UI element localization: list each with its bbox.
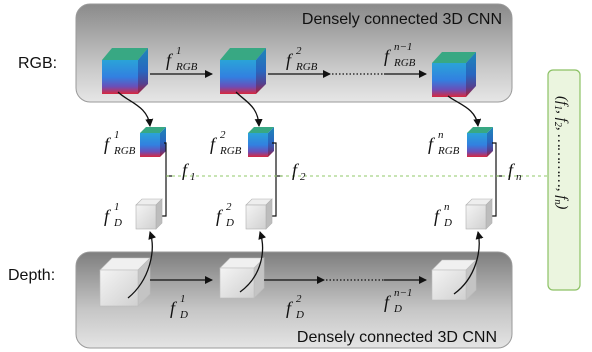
svg-text:f: f: [166, 50, 174, 70]
rgb-row-label: RGB:: [18, 55, 57, 72]
depth-cnn-panel: [75, 251, 513, 349]
rgb-output-cube-n: [467, 127, 493, 157]
depth-feature-label-2: f 2 D: [286, 293, 304, 321]
svg-text:1: 1: [176, 45, 182, 57]
svg-text:f: f: [104, 206, 112, 226]
depth-row-label: Depth:: [8, 267, 55, 284]
svg-text:D: D: [295, 309, 304, 321]
svg-text:f: f: [182, 160, 190, 180]
svg-text:f: f: [384, 46, 392, 66]
rgb-output-label-n: f n RGB: [428, 129, 460, 157]
svg-text:f: f: [434, 206, 442, 226]
svg-text:f: f: [216, 206, 224, 226]
depth-feature-label-1: f 1 D: [170, 293, 188, 321]
depth-cube-1: [99, 257, 151, 307]
rgb-down-arrow-1: [117, 91, 154, 127]
rgb-down-arrow-2: [235, 91, 263, 127]
rgb-panel-title: Densely connected 3D CNN: [302, 11, 502, 28]
rgb-cnn-panel: [75, 3, 513, 103]
rgb-output-cube-2: [248, 127, 274, 157]
rgb-output-cube-1: [140, 127, 166, 157]
svg-text:n: n: [444, 201, 450, 213]
svg-text:RGB: RGB: [175, 61, 198, 73]
svg-text:f: f: [292, 160, 300, 180]
rgb-down-arrow-n: [447, 95, 482, 127]
fusion-bracket-2: [272, 142, 282, 217]
rgb-output-label-1: f 1 RGB: [104, 129, 136, 157]
rgb-feature-label-n-minus-1: f n−1 RGB: [384, 41, 416, 69]
depth-output-cube-2: [245, 198, 273, 230]
svg-text:D: D: [113, 217, 122, 229]
svg-text:RGB: RGB: [393, 57, 416, 69]
depth-output-label-n: f n D: [434, 201, 452, 229]
fused-feature-vector-box: [547, 69, 581, 291]
svg-text:D: D: [443, 217, 452, 229]
svg-text:n: n: [438, 129, 444, 141]
svg-text:f: f: [210, 134, 218, 154]
svg-text:RGB: RGB: [437, 145, 460, 157]
svg-text:2: 2: [220, 129, 226, 141]
svg-text:f: f: [384, 292, 392, 312]
fusion-bracket-n: [492, 142, 502, 217]
svg-text:2: 2: [296, 293, 302, 305]
svg-text:D: D: [179, 309, 188, 321]
rgb-feature-label-1: f 1 RGB: [166, 45, 198, 73]
svg-text:RGB: RGB: [295, 61, 318, 73]
svg-text:RGB: RGB: [113, 145, 136, 157]
depth-output-cube-1: [135, 198, 163, 230]
svg-text:1: 1: [114, 129, 120, 141]
depth-output-cube-n: [465, 198, 493, 230]
svg-text:f: f: [286, 50, 294, 70]
svg-text:1: 1: [114, 201, 120, 213]
svg-text:1: 1: [190, 171, 196, 183]
svg-text:2: 2: [296, 45, 302, 57]
svg-text:f: f: [508, 160, 516, 180]
rgb-cube-1: [102, 48, 148, 94]
svg-text:n: n: [516, 171, 522, 183]
depth-output-label-2: f 2 D: [216, 201, 234, 229]
svg-text:2: 2: [226, 201, 232, 213]
rgb-cube-2: [220, 48, 266, 94]
fusion-bracket-1: [162, 142, 172, 217]
fused-feature-vector-text: (f1, f2, …………, fn): [552, 96, 570, 209]
depth-up-arrow-2: [239, 231, 267, 293]
depth-cube-2: [219, 257, 265, 299]
rgb-feature-label-2: f 2 RGB: [286, 45, 318, 73]
svg-text:n−1: n−1: [394, 41, 412, 53]
depth-up-arrow-n: [453, 231, 484, 295]
depth-feature-label-n-minus-1: f n−1 D: [384, 287, 412, 315]
svg-text:D: D: [393, 303, 402, 315]
svg-text:f: f: [104, 134, 112, 154]
svg-text:1: 1: [180, 293, 186, 305]
svg-text:n−1: n−1: [394, 287, 412, 299]
svg-text:f: f: [428, 134, 436, 154]
rgb-output-label-2: f 2 RGB: [210, 129, 242, 157]
fused-label-2: f 2: [292, 160, 306, 183]
svg-text:f: f: [170, 298, 178, 318]
svg-text:f: f: [286, 298, 294, 318]
svg-text:(f1, f2, …………, fn): (f1, f2, …………, fn): [552, 96, 570, 209]
depth-up-arrow-1: [127, 231, 157, 299]
rgb-cube-n: [432, 52, 476, 97]
svg-text:RGB: RGB: [219, 145, 242, 157]
svg-text:D: D: [225, 217, 234, 229]
depth-panel-title: Densely connected 3D CNN: [297, 329, 497, 346]
fused-label-n: f n: [508, 160, 522, 183]
fused-label-1: f 1: [182, 160, 196, 183]
svg-text:2: 2: [300, 171, 306, 183]
depth-output-label-1: f 1 D: [104, 201, 122, 229]
